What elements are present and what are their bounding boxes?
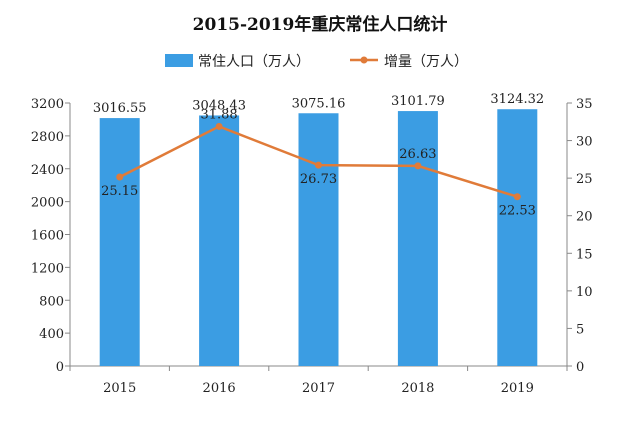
y-right-tick-label: 0 bbox=[576, 360, 584, 375]
y-right-tick-label: 10 bbox=[576, 285, 593, 300]
bar bbox=[497, 109, 538, 367]
line-data-label: 26.73 bbox=[300, 172, 337, 187]
bar-data-label: 3124.32 bbox=[490, 92, 544, 107]
y-left-tick-label: 800 bbox=[39, 294, 64, 309]
y-left-tick-label: 0 bbox=[56, 360, 64, 375]
y-left-tick-label: 2400 bbox=[31, 163, 64, 178]
y-right-tick-label: 25 bbox=[576, 172, 593, 187]
axes: 0 400 800 1200 1600 2000 2400 2800 3200 0 5 10 15 20 2… bbox=[31, 97, 593, 396]
y-right-tick-label: 30 bbox=[576, 135, 593, 150]
line-data-label: 31.88 bbox=[200, 107, 237, 122]
x-tick-label: 2019 bbox=[501, 381, 534, 396]
x-tick-label: 2015 bbox=[103, 381, 136, 396]
line-point bbox=[315, 161, 322, 169]
bar bbox=[397, 111, 438, 367]
legend-bar-label: 常住人口（万人） bbox=[198, 54, 310, 70]
legend-bar-swatch bbox=[165, 54, 193, 67]
bar-data-label: 3016.55 bbox=[93, 101, 147, 116]
line-point bbox=[513, 193, 521, 201]
bar bbox=[298, 113, 339, 366]
y-right-tick-label: 35 bbox=[576, 97, 593, 112]
line-point bbox=[414, 162, 422, 170]
line-data-label: 26.63 bbox=[399, 147, 436, 162]
bar-data-label: 3101.79 bbox=[391, 94, 445, 109]
y-left-tick-label: 2800 bbox=[31, 130, 64, 145]
line-series bbox=[116, 122, 521, 201]
y-left-tick-label: 1600 bbox=[31, 229, 64, 244]
data-labels: 3016.55 3048.43 3075.16 3101.79 3124.32 25.15… bbox=[93, 92, 544, 218]
line-point bbox=[215, 122, 223, 130]
line-point bbox=[116, 173, 124, 181]
y-right-tick-label: 20 bbox=[576, 210, 593, 225]
bar-data-label: 3075.16 bbox=[292, 96, 346, 111]
y-left-tick-label: 400 bbox=[39, 327, 64, 342]
y-left-tick-label: 3200 bbox=[31, 97, 64, 112]
line-data-label: 25.15 bbox=[101, 184, 138, 199]
legend-line-label: 增量（万人） bbox=[384, 54, 468, 70]
y-right-tick-label: 15 bbox=[576, 247, 593, 262]
line-data-label: 22.53 bbox=[499, 204, 536, 219]
bar-series bbox=[99, 109, 538, 367]
bar-data-label: 3048.43 bbox=[192, 98, 246, 113]
y-right-tick-label: 5 bbox=[576, 322, 584, 337]
legend-line-marker bbox=[360, 56, 368, 64]
x-tick-label: 2017 bbox=[302, 381, 335, 396]
x-tick-label: 2018 bbox=[401, 381, 434, 396]
y-left-tick-label: 2000 bbox=[31, 196, 64, 211]
chart-title: 2015-2019年重庆常住人口统计 bbox=[193, 14, 448, 35]
legend: 常住人口（万人） 增量（万人） bbox=[165, 54, 468, 70]
bar bbox=[199, 115, 240, 367]
x-tick-label: 2016 bbox=[203, 381, 236, 396]
bar bbox=[99, 118, 140, 366]
y-left-tick-label: 1200 bbox=[31, 261, 64, 276]
